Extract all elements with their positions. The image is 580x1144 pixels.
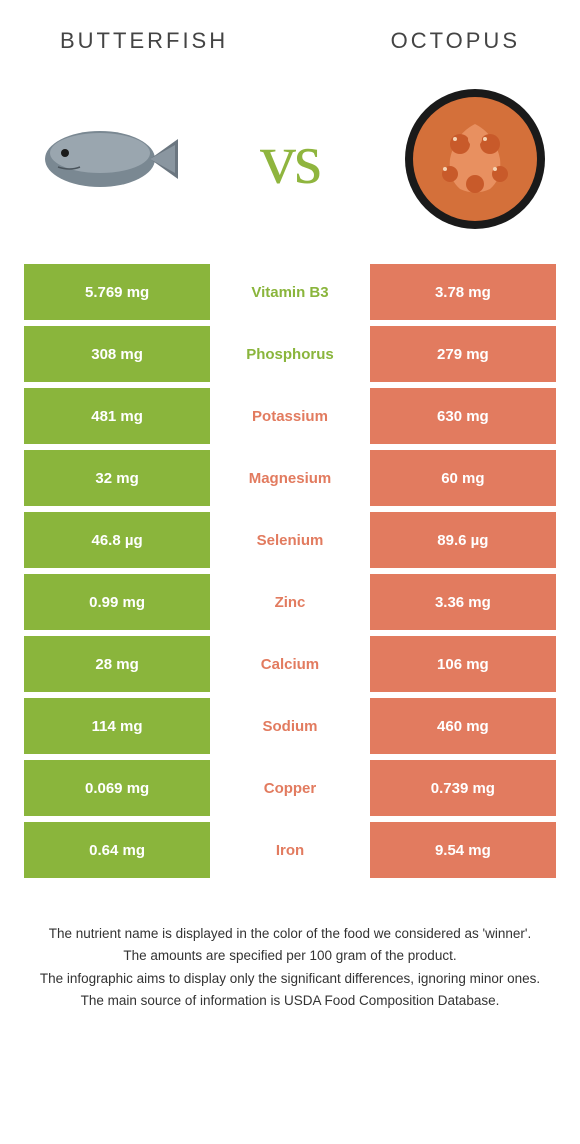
cell-left-value: 0.99 mg [24,574,210,630]
cell-left-value: 114 mg [24,698,210,754]
cell-right-value: 279 mg [370,326,556,382]
footnote-line: The main source of information is USDA F… [24,991,556,1011]
table-row: 0.99 mgZinc3.36 mg [24,574,556,630]
cell-nutrient-label: Iron [210,822,370,878]
table-row: 481 mgPotassium630 mg [24,388,556,444]
table-row: 5.769 mgVitamin B33.78 mg [24,264,556,320]
comparison-table: 5.769 mgVitamin B33.78 mg 308 mgPhosphoru… [0,264,580,878]
cell-right-value: 3.36 mg [370,574,556,630]
footnote-line: The infographic aims to display only the… [24,969,556,989]
food-left-image [30,84,180,234]
footnote-line: The amounts are specified per 100 gram o… [24,946,556,966]
table-row: 28 mgCalcium106 mg [24,636,556,692]
images-row: vs [0,64,580,264]
cell-nutrient-label: Vitamin B3 [210,264,370,320]
cell-right-value: 3.78 mg [370,264,556,320]
cell-right-value: 60 mg [370,450,556,506]
table-row: 46.8 µgSelenium89.6 µg [24,512,556,568]
cell-right-value: 9.54 mg [370,822,556,878]
cell-left-value: 481 mg [24,388,210,444]
cell-right-value: 630 mg [370,388,556,444]
cell-nutrient-label: Phosphorus [210,326,370,382]
footnote-line: The nutrient name is displayed in the co… [24,924,556,944]
table-row: 32 mgMagnesium60 mg [24,450,556,506]
cell-left-value: 308 mg [24,326,210,382]
cell-left-value: 0.64 mg [24,822,210,878]
food-right-title: Octopus [391,28,520,54]
table-row: 114 mgSodium460 mg [24,698,556,754]
cell-left-value: 32 mg [24,450,210,506]
table-row: 0.64 mgIron9.54 mg [24,822,556,878]
cell-nutrient-label: Magnesium [210,450,370,506]
table-row: 308 mgPhosphorus279 mg [24,326,556,382]
cell-nutrient-label: Selenium [210,512,370,568]
cell-left-value: 0.069 mg [24,760,210,816]
cell-nutrient-label: Zinc [210,574,370,630]
cell-left-value: 28 mg [24,636,210,692]
vs-label: vs [260,118,320,201]
cell-nutrient-label: Potassium [210,388,370,444]
header: Butterfish Octopus [0,0,580,64]
cell-nutrient-label: Sodium [210,698,370,754]
footnotes: The nutrient name is displayed in the co… [0,884,580,1011]
cell-right-value: 89.6 µg [370,512,556,568]
cell-left-value: 46.8 µg [24,512,210,568]
cell-nutrient-label: Calcium [210,636,370,692]
cell-left-value: 5.769 mg [24,264,210,320]
cell-nutrient-label: Copper [210,760,370,816]
food-left-title: Butterfish [60,28,228,54]
food-right-image [400,84,550,234]
cell-right-value: 106 mg [370,636,556,692]
cell-right-value: 460 mg [370,698,556,754]
cell-right-value: 0.739 mg [370,760,556,816]
table-row: 0.069 mgCopper0.739 mg [24,760,556,816]
